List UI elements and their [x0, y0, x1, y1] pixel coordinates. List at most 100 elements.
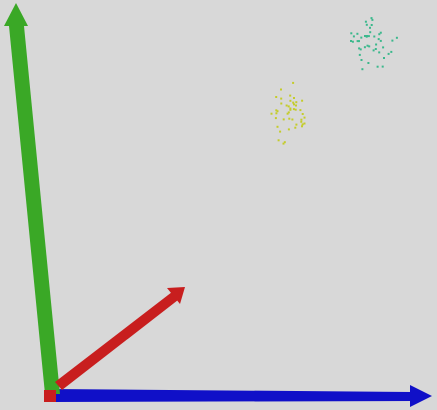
data-point — [356, 32, 359, 35]
z-axis-shaft — [55, 292, 178, 390]
data-point — [366, 44, 369, 47]
data-point — [299, 109, 302, 112]
data-point — [360, 36, 363, 39]
data-point — [289, 107, 292, 110]
data-point — [301, 125, 303, 128]
data-point — [295, 104, 297, 107]
data-point — [391, 39, 394, 42]
data-point — [287, 111, 290, 114]
data-point — [383, 57, 385, 59]
data-point — [367, 62, 370, 64]
data-point — [379, 31, 382, 34]
x-axis-arrowhead — [410, 385, 432, 407]
data-point — [303, 122, 306, 125]
data-point — [367, 35, 370, 38]
data-point — [376, 65, 379, 68]
data-point — [377, 38, 380, 41]
data-point — [374, 48, 377, 50]
data-point — [372, 49, 375, 52]
data-point — [288, 117, 291, 120]
data-point — [274, 117, 277, 120]
data-point — [358, 40, 360, 43]
data-point — [379, 39, 382, 42]
z-axis-arrowhead — [167, 287, 185, 304]
data-point — [387, 52, 390, 55]
data-point — [282, 142, 285, 145]
data-point — [276, 125, 279, 128]
data-point — [303, 116, 306, 119]
data-point — [382, 46, 385, 49]
x-axis-shaft — [52, 389, 412, 402]
data-point — [370, 17, 373, 20]
data-point — [358, 47, 361, 50]
data-point — [371, 18, 374, 21]
data-point — [295, 101, 298, 104]
data-point — [286, 112, 289, 115]
data-point — [276, 110, 279, 113]
data-point — [350, 40, 352, 42]
data-point — [294, 126, 297, 129]
data-point — [300, 120, 303, 123]
data-point — [300, 118, 303, 121]
data-point — [370, 24, 373, 26]
data-point — [292, 101, 295, 104]
data-points-group — [270, 17, 398, 145]
data-point — [363, 46, 366, 49]
data-point — [294, 108, 297, 111]
data-point — [378, 33, 381, 36]
data-point — [289, 99, 292, 102]
data-point — [277, 139, 280, 142]
data-point — [365, 23, 368, 26]
origin-marker — [44, 390, 56, 402]
data-point — [301, 123, 304, 126]
data-point — [275, 112, 278, 115]
data-point — [361, 68, 364, 71]
data-point — [283, 141, 286, 144]
axes-group — [4, 3, 432, 407]
data-point — [291, 118, 294, 121]
data-point — [287, 128, 290, 131]
data-point — [292, 81, 295, 84]
data-point — [368, 45, 371, 48]
data-point — [279, 130, 282, 133]
data-point — [350, 32, 353, 35]
data-point — [270, 112, 273, 115]
data-point — [289, 94, 292, 97]
data-point — [390, 50, 393, 53]
data-point — [356, 40, 359, 43]
data-point — [364, 35, 366, 37]
data-point — [378, 51, 381, 54]
data-point — [293, 97, 295, 99]
data-point — [365, 35, 368, 38]
data-point — [301, 99, 304, 102]
y-axis-shaft — [9, 26, 60, 394]
data-point — [373, 35, 376, 38]
data-point — [295, 123, 298, 126]
data-point — [289, 108, 292, 111]
data-point — [364, 20, 367, 23]
data-point — [275, 109, 278, 112]
data-point — [351, 40, 354, 43]
data-point — [359, 48, 362, 51]
data-point — [381, 65, 384, 68]
data-point — [375, 43, 378, 46]
data-point — [358, 53, 361, 56]
data-point — [280, 88, 282, 91]
data-point — [301, 113, 304, 115]
data-point — [282, 118, 285, 121]
data-point — [285, 104, 288, 107]
data-point — [360, 59, 363, 61]
y-axis-arrowhead — [4, 3, 28, 26]
data-point — [293, 103, 295, 106]
data-point — [280, 102, 283, 105]
data-point — [287, 105, 290, 108]
data-point — [275, 96, 278, 98]
data-point — [395, 36, 398, 39]
data-point — [292, 108, 295, 111]
data-point — [369, 26, 371, 29]
data-point — [352, 35, 355, 38]
data-point — [280, 97, 283, 100]
